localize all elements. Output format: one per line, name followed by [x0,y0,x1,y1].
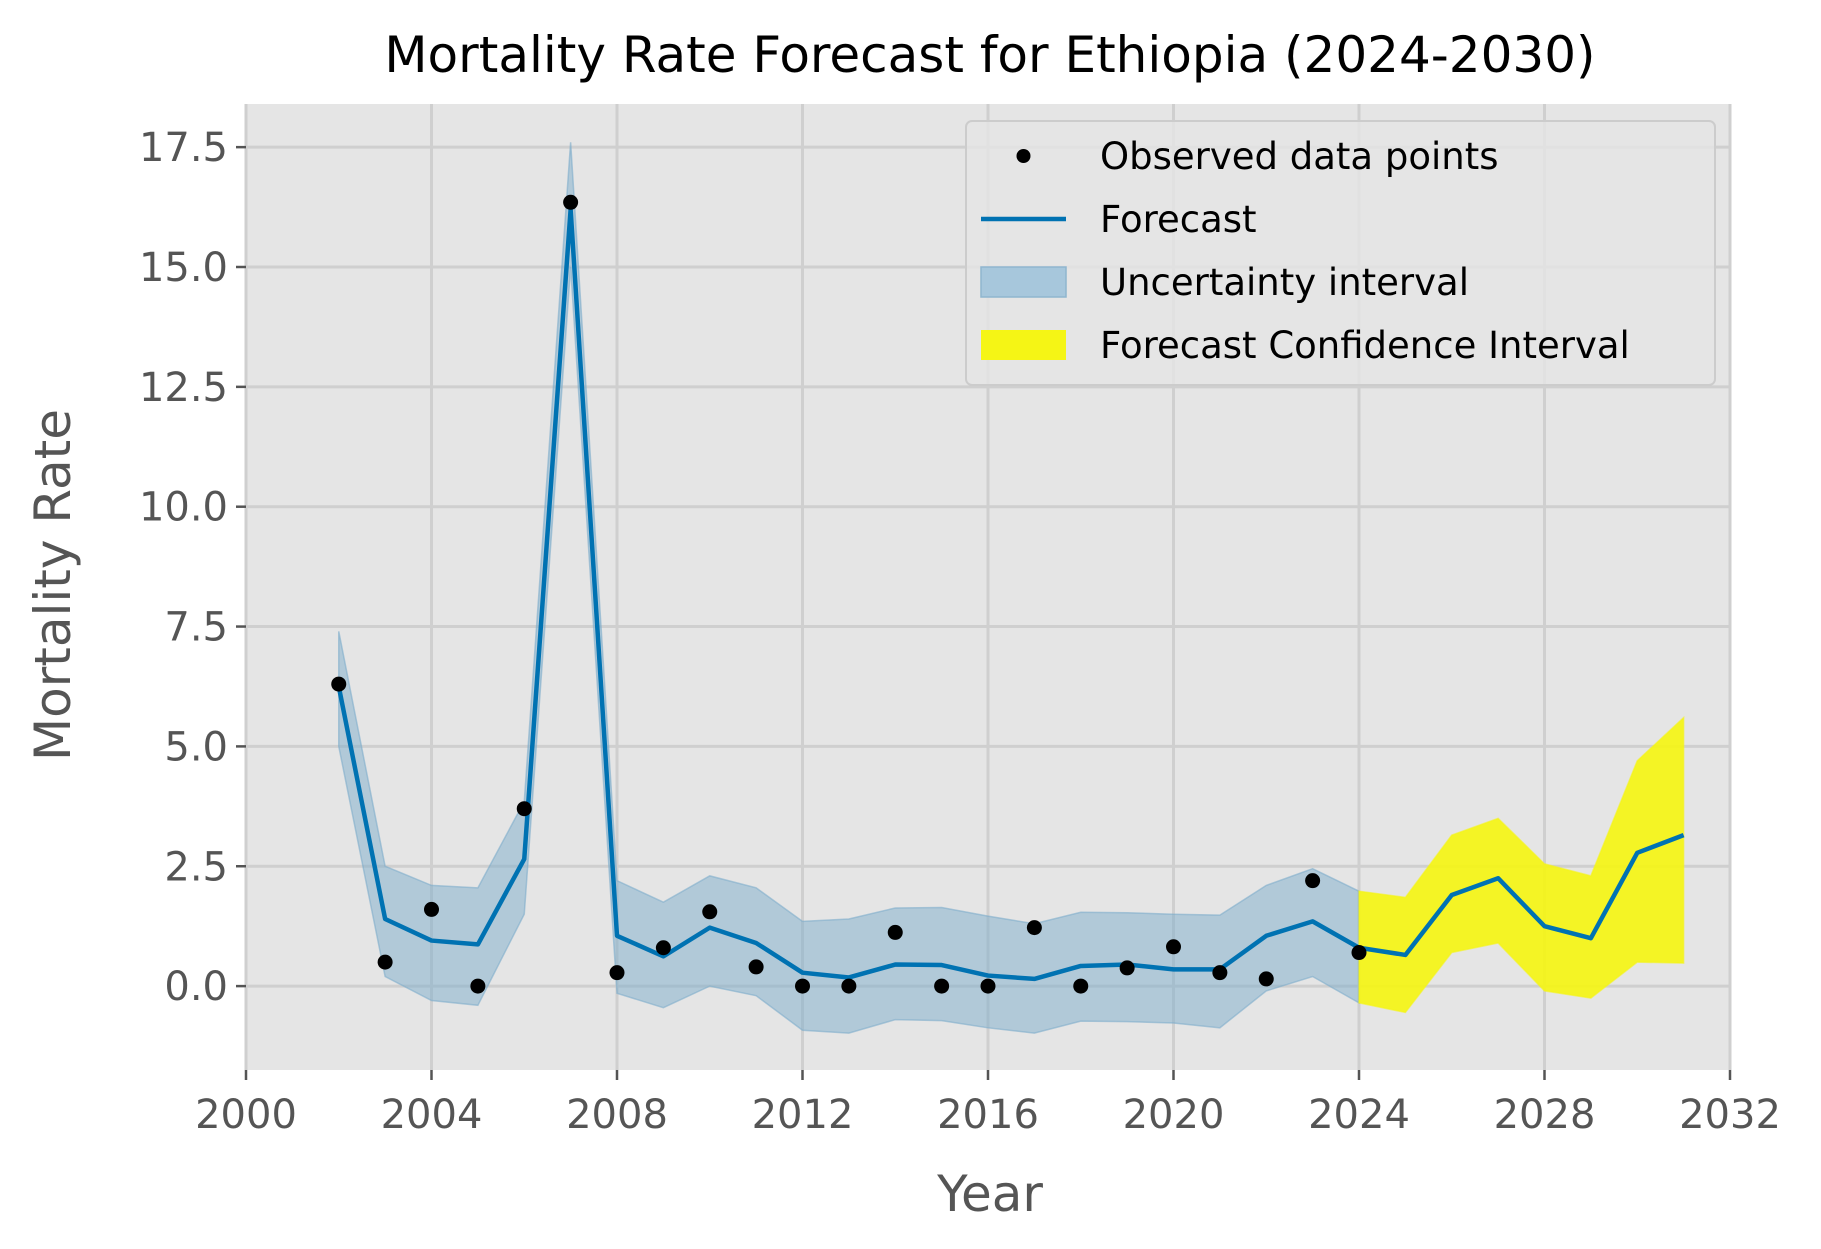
chart-title: Mortality Rate Forecast for Ethiopia (20… [384,26,1595,84]
forecast-line [336,207,1685,982]
observed-point [516,801,532,817]
observed-point [1073,978,1089,994]
observed-point [980,978,996,994]
observed-point [1305,873,1321,889]
observed-point [1212,965,1228,981]
observed-point [563,194,579,210]
observed-point [1026,920,1042,936]
legend-marker-uncertainty [980,266,1067,298]
observed-points [331,194,1367,994]
legend-label: Observed data points [1100,135,1499,178]
observed-point [655,940,671,956]
x-tick-label: 2024 [1308,1092,1410,1138]
observed-point [1166,939,1181,955]
observed-point [702,904,718,920]
y-tick-label: 0.0 [164,964,228,1010]
x-axis-label: Year [936,1165,1043,1223]
y-tick-label: 15.0 [139,245,228,291]
observed-point [841,978,857,994]
series-lines [336,207,1685,982]
observed-point [470,978,486,994]
observed-point [377,954,393,970]
legend-label: Forecast [1100,198,1257,241]
y-tick-label: 5.0 [164,724,228,770]
observed-point [887,924,903,940]
observed-point [748,959,764,975]
x-tick-label: 2004 [381,1092,483,1138]
x-tick-label: 2020 [1123,1092,1225,1138]
y-tick-label: 17.5 [139,125,228,171]
observed-point [1258,971,1274,987]
x-tick-label: 2028 [1494,1092,1596,1138]
y-axis-label: Mortality Rate [24,409,82,761]
x-tick-label: 2012 [752,1092,854,1138]
y-tick-label: 10.0 [139,485,228,531]
y-tick-label: 7.5 [164,605,228,651]
y-tick-label: 2.5 [164,844,228,890]
observed-point [609,965,625,981]
y-tick-label: 12.5 [139,365,228,411]
x-tick-label: 2008 [566,1092,668,1138]
observed-point [1119,960,1135,976]
x-tick-label: 2016 [937,1092,1039,1138]
observed-point [795,978,810,994]
legend-label: Forecast Confidence Interval [1100,324,1630,367]
observed-point [424,901,439,917]
legend: Observed data points Forecast Uncertainty … [965,120,1716,386]
observed-point [934,978,950,994]
legend-box [965,120,1716,386]
observed-point [331,676,347,692]
axis-ticks: 2000 2004 2008 2012 2016 2020 2024 2028 2032 0.0 2… [139,125,1781,1138]
legend-label: Uncertainty interval [1100,261,1469,304]
legend-marker-observed [1016,149,1031,163]
x-tick-label: 2032 [1679,1092,1781,1138]
legend-marker-confidence [981,330,1066,360]
forecast-confidence-band [1358,715,1685,1014]
observed-point [1351,945,1367,961]
x-tick-label: 2000 [195,1092,297,1138]
